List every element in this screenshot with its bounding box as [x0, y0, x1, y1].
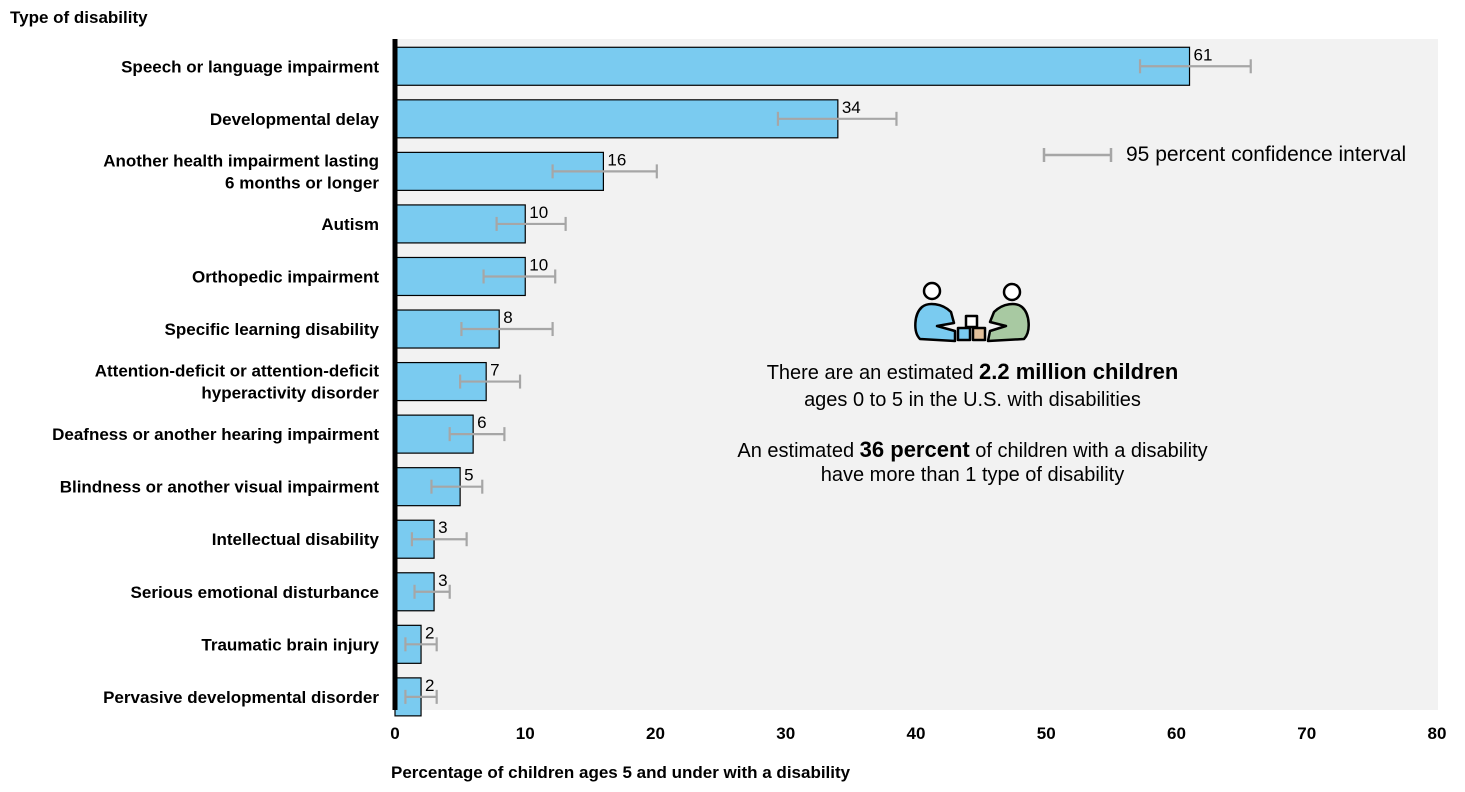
bar [394, 46, 1191, 86]
annotation-line-2: ages 0 to 5 in the U.S. with disabilitie… [804, 389, 1141, 411]
x-tick-label: 70 [1297, 724, 1316, 743]
error-bar [410, 532, 468, 547]
data-label: 61 [1194, 45, 1213, 64]
error-bar [776, 111, 898, 126]
data-label: 3 [438, 518, 447, 537]
plot-background [395, 39, 1438, 710]
legend-label: 95 percent confidence interval [1126, 143, 1407, 166]
annotation-line-3: An estimated 36 percent of children with… [700, 437, 1245, 464]
data-label: 16 [607, 150, 626, 169]
x-axis-title: Percentage of children ages 5 and under … [391, 763, 851, 782]
category-label: Speech or language impairment [121, 57, 379, 76]
category-label: Developmental delay [210, 110, 380, 129]
error-bar [1138, 59, 1252, 74]
annotation-line-3-pre: An estimated [737, 440, 860, 462]
category-label: Serious emotional disturbance [131, 583, 379, 602]
annotation-line-1: There are an estimated 2.2 million child… [700, 359, 1245, 386]
x-tick-label: 80 [1428, 724, 1447, 743]
data-label: 10 [529, 203, 548, 222]
error-bar [404, 689, 438, 704]
data-label: 3 [438, 571, 447, 590]
data-label: 6 [477, 413, 486, 432]
x-tick-label: 40 [907, 724, 926, 743]
error-bar [430, 479, 484, 494]
error-bar [460, 322, 554, 337]
annotation-line-3-bold: 36 percent [859, 437, 970, 462]
bar [394, 99, 839, 139]
category-labels: Speech or language impairment Development… [52, 57, 379, 707]
category-label: Blindness or another visual impairment [60, 478, 380, 497]
annotation-line-1-pre: There are an estimated [766, 362, 980, 384]
data-label: 10 [529, 255, 548, 274]
error-bar [413, 584, 451, 599]
data-label: 7 [490, 361, 499, 380]
category-label: hyperactivity disorder [201, 384, 379, 403]
x-tick-label: 0 [390, 724, 399, 743]
category-label: Traumatic brain injury [201, 635, 379, 654]
data-label: 5 [464, 466, 473, 485]
error-bar [448, 427, 506, 442]
error-bar [459, 374, 522, 389]
data-label: 2 [425, 676, 434, 695]
annotation-line-3-post: of children with a disability [969, 440, 1208, 462]
y-axis-title: Type of disability [10, 8, 148, 27]
x-tick-labels: 0 10 20 30 40 50 60 70 80 [390, 724, 1446, 743]
data-label: 8 [503, 308, 512, 327]
annotation-line-1-bold: 2.2 million children [979, 359, 1179, 384]
children-playing-blocks-icon [914, 281, 1030, 343]
error-bar [404, 637, 438, 652]
error-bar [551, 164, 658, 179]
error-bar [495, 216, 567, 231]
x-tick-label: 10 [516, 724, 535, 743]
category-label: Another health impairment lasting [103, 151, 379, 170]
data-label: 34 [842, 98, 861, 117]
bars-layer: 61 34 16 10 10 8 7 6 5 3 3 2 2 [394, 45, 1252, 717]
x-tick-label: 30 [776, 724, 795, 743]
category-label: Specific learning disability [165, 320, 380, 339]
category-label: Orthopedic impairment [192, 267, 379, 286]
x-tick-label: 20 [646, 724, 665, 743]
data-label: 2 [425, 623, 434, 642]
x-tick-label: 60 [1167, 724, 1186, 743]
category-label: Pervasive developmental disorder [103, 688, 379, 707]
x-tick-label: 50 [1037, 724, 1056, 743]
category-label: Intellectual disability [212, 530, 380, 549]
category-label: Autism [321, 215, 379, 234]
category-label: Attention-deficit or attention-deficit [95, 362, 380, 381]
category-label: 6 months or longer [225, 173, 379, 192]
error-bar [482, 269, 557, 284]
category-label: Deafness or another hearing impairment [52, 425, 379, 444]
legend-ci-swatch [1042, 148, 1113, 162]
annotation-line-4: have more than 1 type of disability [820, 464, 1125, 486]
